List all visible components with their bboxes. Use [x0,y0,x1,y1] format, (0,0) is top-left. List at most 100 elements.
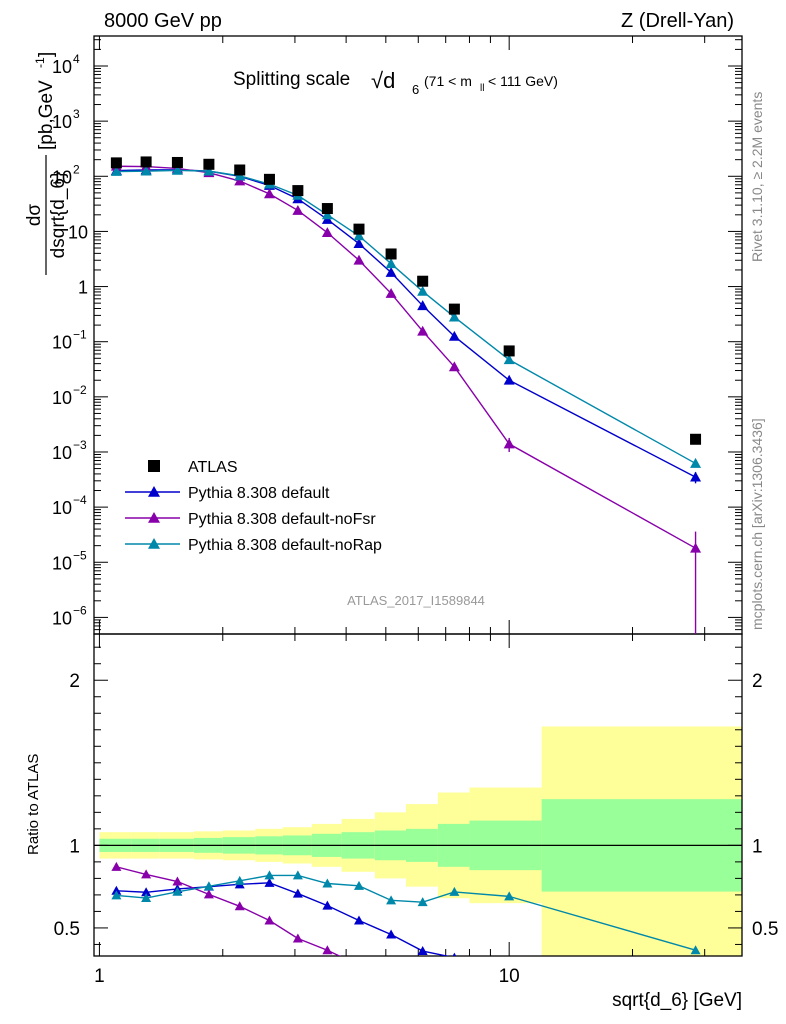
data-point [385,248,397,260]
ratio-point-2 [111,890,122,900]
y-tick-label-base: 10 [52,167,72,187]
main-ylabel-units-sup: -1 [33,57,47,68]
legend: ATLAS Pythia 8.308 default Pythia 8.308 de… [125,459,382,554]
main-ylabel-units: [pb,GeV [36,80,57,150]
main-ylabel: dσ dsqrt{d_6} [pb,GeV -1 ] [24,52,69,275]
chart-title-range-end: < 111 GeV) [488,73,558,89]
data-point [234,164,246,176]
chart-title-subscript: 6 [412,82,419,97]
series-point-2 [321,209,333,220]
ratio-y-tick-label: 1 [69,836,80,857]
legend-marker-0 [148,486,160,497]
series-point-2 [203,165,215,176]
series-point-2 [171,164,183,175]
legend-label-2: Pythia 8.308 default-noRap [188,537,382,554]
series-line-2 [116,169,696,465]
ratio-point-2 [690,945,701,955]
series-point-0 [385,266,397,277]
ratio-point-1 [111,861,122,871]
data-point [203,158,215,170]
legend-label-0: Pythia 8.308 default [188,485,330,502]
series-point-0 [417,300,429,311]
ratio-point-0 [417,946,428,956]
data-point [448,303,460,315]
data-point [263,173,275,185]
ratio-line-0 [116,882,450,956]
y-tick-label-exp: 4 [73,52,80,66]
series-point-2 [140,165,152,176]
main-ylabel-units-end: ] [36,52,57,57]
x-tick-label: 10 [499,966,520,987]
ratio-point-0 [292,888,303,898]
y-tick-label-base: 10 [68,222,88,242]
ratio-y-tick-label-right: 0.5 [752,919,778,940]
ratio-point-1 [264,915,275,925]
series-line-0 [116,169,696,478]
ratio-ylabel: Ratio to ATLAS [25,754,42,855]
series-point-1 [417,325,429,336]
ratio-point-2 [292,870,303,880]
ratio-point-1 [504,1002,514,1011]
y-tick-label-base: 10 [52,333,72,353]
data-point [171,156,183,168]
xlabel: sqrt{d_6} [GeV] [612,990,742,1011]
ratio-point-1 [292,933,303,943]
data-point [503,345,515,357]
chart-title-range-sub: ll [480,83,484,94]
ratio-point-1 [322,945,333,955]
y-tick-label-base: 10 [52,112,72,132]
header-left: 8000 GeV pp [104,10,222,32]
series-point-2 [448,311,460,322]
ratio-point-2 [141,893,152,903]
legend-marker-data [148,460,160,472]
ratio-y-tick-label: 0.5 [54,919,80,940]
y-tick-label-base: 10 [52,553,72,573]
ratio-point-0 [141,887,152,897]
ratio-point-2 [172,886,183,896]
legend-marker-1 [148,512,160,523]
ratio-point-1 [354,960,364,969]
data-point [353,223,365,235]
legend-label-1: Pythia 8.308 default-noFsr [188,511,376,528]
y-tick-label-exp: −4 [73,493,87,507]
chart-title: Splitting scale √d 6 (71 < m ll < 111 Ge… [233,68,558,97]
mcplots-label: mcplots.cern.ch [arXiv:1306.3436] [749,418,765,630]
ratio-point-1 [203,889,214,899]
series-point-0 [353,238,365,249]
y-tick-label-exp: 3 [73,107,80,121]
series-point-1 [690,542,702,553]
y-tick-label-exp: −6 [73,603,87,617]
axis-ticks [94,36,742,956]
data-point [140,156,152,168]
ratio-point-1 [141,869,152,879]
series-point-1 [321,227,333,238]
ratio-point-0 [264,877,275,887]
data-point [417,275,429,287]
y-tick-label-exp: −5 [73,548,87,562]
legend-label-data: ATLAS [188,459,238,476]
y-tick-label-base: 10 [52,608,72,628]
ratio-point-0 [504,957,514,966]
analysis-tag: ATLAS_2017_I1589844 [347,593,485,608]
series-line-1 [116,165,696,549]
series-point-1 [353,254,365,265]
y-tick-label-exp: −1 [73,328,87,342]
ratio-point-2 [264,870,275,880]
ratio-point-2 [417,897,428,907]
series-point-2 [110,166,122,176]
y-tick-label-base: 10 [52,443,72,463]
y-tick-label-base: 1 [78,278,88,298]
data-point [321,203,333,215]
chart-title-range: (71 < m [424,73,472,89]
series-point-1 [234,175,246,186]
series-point-1 [385,287,397,298]
ratio-point-0 [691,971,701,980]
y-tick-label-base: 10 [52,498,72,518]
series-point-1 [503,438,515,449]
ratio-point-2 [322,878,333,888]
y-tick-label-exp: −3 [73,438,87,452]
ratio-y-tick-label: 2 [69,671,80,692]
y-tick-label-exp: 2 [73,162,80,176]
ratio-point-2 [449,886,460,896]
